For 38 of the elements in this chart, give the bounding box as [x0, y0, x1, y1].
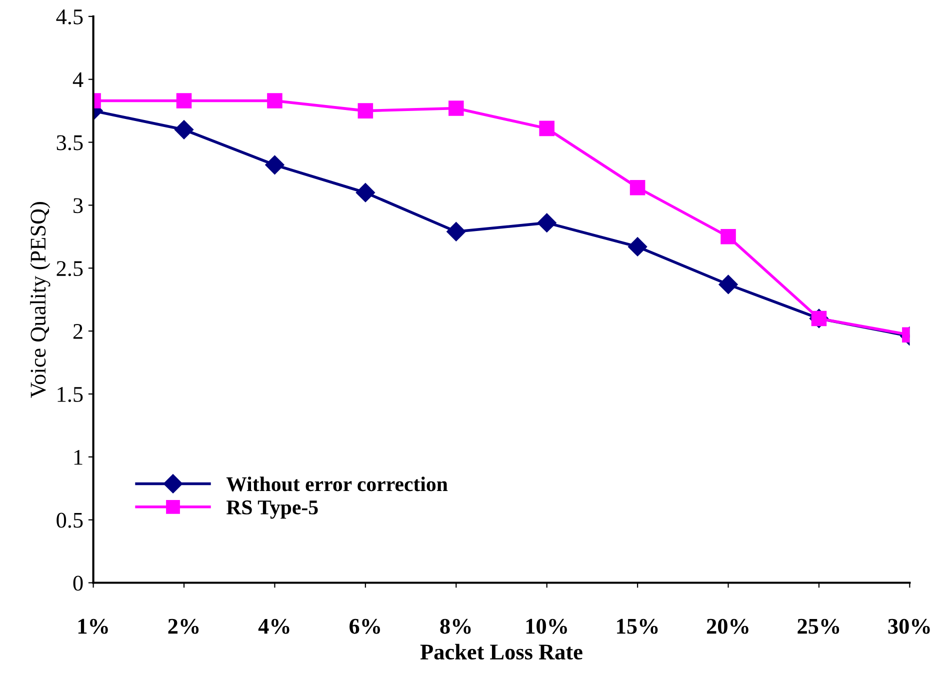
point	[628, 237, 648, 256]
y-tick-label: 0	[73, 576, 83, 591]
y-tick-label: 4	[72, 72, 84, 88]
y-axis-title: Voice Quality (PESQ)	[30, 202, 50, 398]
x-tick-label: 8%	[440, 618, 471, 634]
y-tick-label: 0.5	[56, 512, 83, 528]
point	[539, 120, 554, 136]
y-tick-label: 3.5	[56, 135, 83, 150]
point	[356, 183, 375, 202]
y-tick-label: 4.5	[56, 10, 83, 24]
y-tick-label: 1	[74, 450, 82, 465]
x-tick-label: 6%	[350, 618, 380, 634]
x-tick-label: 1%	[78, 618, 108, 634]
point	[267, 93, 282, 108]
point	[630, 180, 646, 196]
point	[537, 213, 556, 232]
x-tick-label: 4%	[258, 618, 290, 634]
x-tick-label: 15%	[617, 618, 658, 634]
x-tick-label: 10%	[526, 618, 567, 634]
point	[265, 155, 284, 174]
point	[718, 274, 738, 294]
y-tick-label: 2	[73, 324, 82, 339]
point	[446, 222, 466, 242]
point	[174, 120, 194, 140]
y-tick-label: 2.5	[56, 261, 83, 276]
x-tick-label: 20%	[706, 618, 748, 634]
y-tick-label: 3	[74, 198, 83, 214]
x-tick-label: 25%	[798, 618, 840, 634]
point	[448, 100, 464, 116]
point	[358, 103, 374, 118]
y-tick-label: 1.5	[58, 387, 83, 402]
x-axis-title: Packet Loss Rate	[420, 644, 582, 660]
point	[720, 229, 736, 244]
point	[176, 93, 192, 108]
legend-label: Without error correction	[226, 476, 448, 492]
x-tick-label: 30%	[888, 618, 930, 634]
legend-label: RS Type-5	[226, 500, 318, 519]
x-tick-label: 2%	[168, 618, 199, 634]
